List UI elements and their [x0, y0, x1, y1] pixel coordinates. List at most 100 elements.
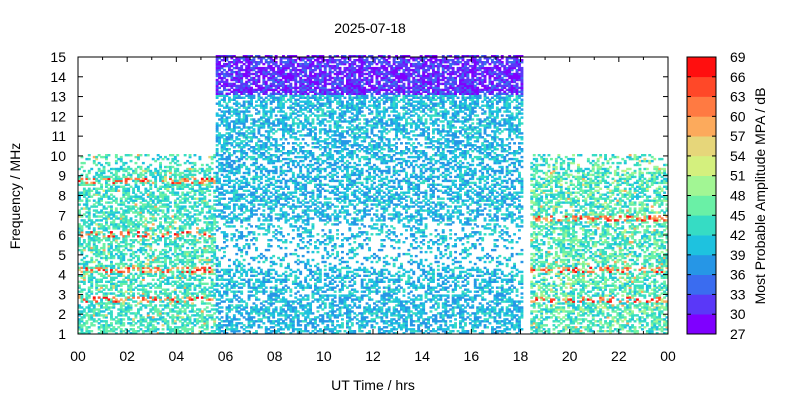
- heatmap-cell: [213, 252, 217, 256]
- heatmap-cell: [284, 316, 288, 319]
- heatmap-cell: [122, 302, 126, 305]
- heatmap-cell: [255, 173, 258, 177]
- heatmap-cell: [176, 227, 180, 230]
- heatmap-cell: [178, 312, 182, 315]
- heatmap-cell: [215, 92, 219, 95]
- heatmap-cell: [137, 221, 140, 224]
- heatmap-cell: [232, 314, 236, 317]
- heatmap-cell: [235, 142, 239, 145]
- heatmap-cell: [205, 258, 209, 262]
- heatmap-cell: [220, 274, 224, 277]
- heatmap-cell: [282, 241, 285, 244]
- heatmap-cell: [112, 304, 116, 307]
- heatmap-cell: [240, 155, 244, 159]
- heatmap-cell: [102, 326, 106, 329]
- heatmap-cell: [139, 201, 143, 204]
- heatmap-cell: [92, 221, 96, 224]
- heatmap-cell: [252, 80, 256, 84]
- heatmap-cell: [134, 227, 138, 230]
- heatmap-cell: [137, 258, 140, 262]
- heatmap-cell: [289, 191, 293, 194]
- heatmap-cell: [149, 213, 153, 216]
- heatmap-cell: [269, 76, 273, 80]
- heatmap-cell: [269, 332, 273, 335]
- heatmap-cell: [291, 76, 295, 80]
- heatmap-cell: [90, 256, 94, 260]
- heatmap-cell: [110, 241, 113, 244]
- heatmap-cell: [267, 84, 271, 88]
- heatmap-cell: [196, 219, 199, 222]
- heatmap-cell: [215, 126, 219, 129]
- heatmap-cell: [235, 165, 239, 169]
- heatmap-cell: [242, 124, 246, 127]
- heatmap-cell: [237, 195, 241, 198]
- heatmap-cell: [154, 229, 158, 232]
- heatmap-cell: [127, 219, 131, 222]
- heatmap-cell: [272, 108, 276, 111]
- heatmap-cell: [127, 292, 131, 295]
- heatmap-cell: [255, 167, 258, 171]
- heatmap-cell: [107, 308, 111, 311]
- heatmap-cell: [287, 266, 290, 270]
- heatmap-cell: [274, 185, 278, 188]
- heatmap-cell: [149, 183, 153, 186]
- heatmap-cell: [264, 157, 268, 161]
- heatmap-cell: [291, 328, 295, 331]
- heatmap-cell: [87, 296, 91, 299]
- heatmap-cell: [151, 330, 155, 333]
- heatmap-cell: [107, 245, 111, 248]
- heatmap-cell: [252, 288, 256, 291]
- heatmap-cell: [119, 262, 123, 266]
- heatmap-cell: [215, 185, 219, 188]
- heatmap-cell: [267, 120, 271, 123]
- heatmap-cell: [210, 294, 214, 297]
- heatmap-cell: [132, 282, 135, 285]
- heatmap-cell: [269, 296, 273, 299]
- heatmap-cell: [161, 316, 165, 319]
- heatmap-cell: [80, 243, 84, 246]
- heatmap-cell: [161, 272, 165, 276]
- heatmap-cell: [97, 233, 101, 236]
- heatmap-cell: [230, 74, 234, 78]
- heatmap-cell: [250, 96, 253, 99]
- heatmap-cell: [228, 288, 231, 291]
- heatmap-cell: [127, 221, 131, 224]
- heatmap-cell: [277, 296, 280, 299]
- heatmap-cell: [218, 163, 221, 167]
- heatmap-cell: [80, 330, 84, 333]
- heatmap-cell: [228, 152, 231, 155]
- heatmap-cell: [122, 221, 126, 224]
- heatmap-cell: [146, 233, 150, 236]
- heatmap-cell: [203, 302, 207, 305]
- heatmap-cell: [259, 213, 263, 216]
- heatmap-cell: [291, 128, 295, 131]
- heatmap-cell: [215, 62, 219, 66]
- heatmap-cell: [237, 248, 241, 252]
- heatmap-cell: [250, 201, 253, 204]
- heatmap-cell: [139, 205, 143, 208]
- heatmap-cell: [262, 106, 266, 109]
- heatmap-cell: [232, 82, 236, 86]
- heatmap-cell: [107, 187, 111, 190]
- heatmap-cell: [164, 219, 167, 222]
- heatmap-cell: [235, 171, 239, 175]
- heatmap-cell: [178, 233, 182, 236]
- heatmap-cell: [171, 274, 175, 277]
- heatmap-cell: [149, 308, 153, 311]
- heatmap-cell: [220, 157, 224, 161]
- heatmap-cell: [208, 193, 212, 196]
- heatmap-cell: [146, 304, 150, 307]
- heatmap-cell: [176, 300, 180, 303]
- heatmap-cell: [235, 76, 239, 80]
- heatmap-cell: [92, 199, 96, 202]
- heatmap-cell: [97, 326, 101, 329]
- heatmap-cell: [85, 266, 89, 270]
- heatmap-cell: [279, 290, 283, 293]
- heatmap-cell: [95, 308, 99, 311]
- heatmap-cell: [132, 233, 135, 236]
- heatmap-cell: [215, 187, 219, 190]
- heatmap-cell: [218, 181, 221, 185]
- heatmap-cell: [173, 183, 177, 186]
- heatmap-cell: [200, 310, 204, 313]
- heatmap-cell: [90, 314, 94, 317]
